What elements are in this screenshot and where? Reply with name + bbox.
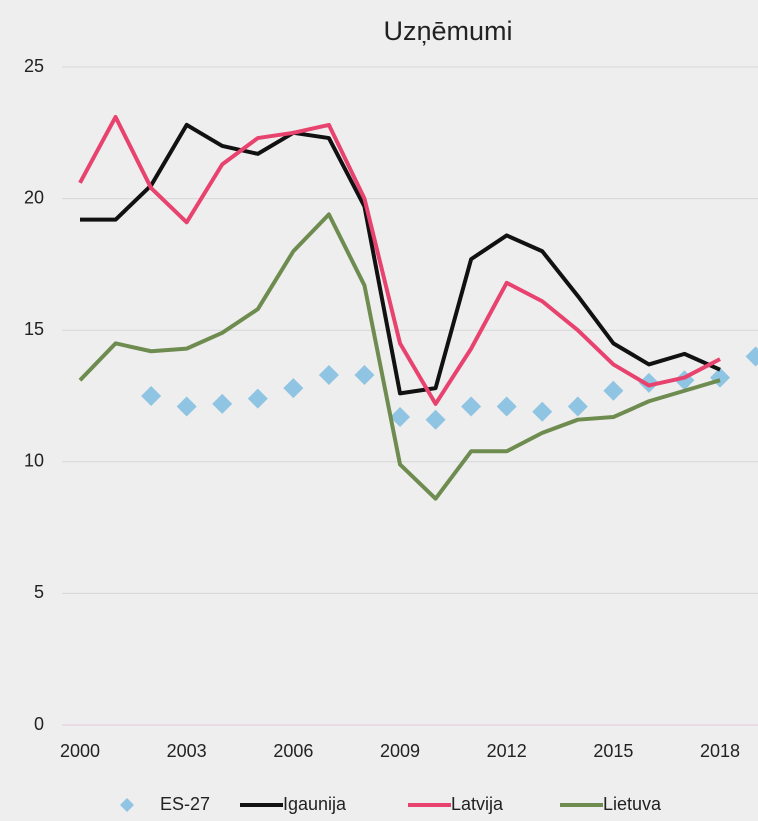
- x-tick-label: 2006: [273, 741, 313, 761]
- x-tick-label: 2009: [380, 741, 420, 761]
- diamond-marker: [603, 380, 624, 401]
- legend-label: Lietuva: [603, 794, 662, 814]
- x-tick-label: 2012: [487, 741, 527, 761]
- diamond-marker: [461, 396, 482, 417]
- legend-marker: [120, 798, 134, 812]
- legend-label: Latvija: [451, 794, 504, 814]
- diamond-marker: [425, 409, 446, 430]
- legend-label: Igaunija: [283, 794, 347, 814]
- y-tick-label: 5: [34, 582, 44, 602]
- x-tick-label: 2003: [167, 741, 207, 761]
- line-series: [78, 212, 721, 501]
- diamond-marker: [283, 378, 304, 399]
- line-series: [80, 122, 721, 396]
- diamond-marker: [176, 396, 197, 417]
- chart-title: Uzņēmumi: [383, 16, 512, 46]
- line-series: [78, 115, 721, 406]
- diamond-marker: [638, 372, 659, 393]
- x-tick-label: 2015: [593, 741, 633, 761]
- diamond-marker: [390, 407, 411, 428]
- diamond-marker: [567, 396, 588, 417]
- diamond-marker: [212, 393, 233, 414]
- diamond-marker: [247, 388, 268, 409]
- y-tick-label: 25: [24, 56, 44, 76]
- diamond-marker: [710, 367, 731, 388]
- x-tick-label: 2018: [700, 741, 740, 761]
- y-tick-label: 15: [24, 319, 44, 339]
- y-tick-label: 0: [34, 714, 44, 734]
- x-tick-label: 2000: [60, 741, 100, 761]
- y-tick-label: 10: [24, 451, 44, 471]
- diamond-marker: [354, 364, 375, 385]
- diamond-marker: [141, 386, 162, 406]
- diamond-marker: [745, 346, 758, 367]
- diamond-marker: [318, 364, 339, 385]
- legend-label: ES-27: [160, 794, 210, 814]
- diamond-marker: [496, 396, 517, 417]
- diamond-marker: [532, 401, 553, 422]
- y-tick-label: 20: [24, 187, 44, 207]
